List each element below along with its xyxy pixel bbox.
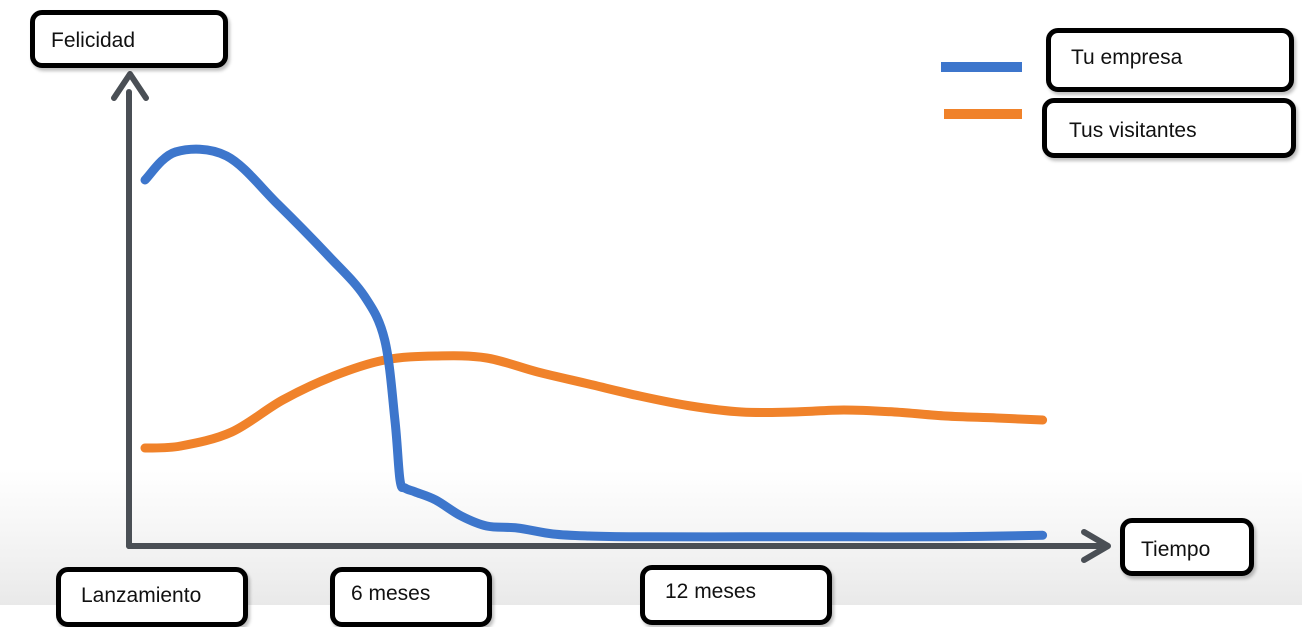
series-line-tu-empresa — [140, 144, 1048, 542]
y-axis-label: Felicidad — [30, 10, 228, 68]
legend-label-tu-empresa: Tu empresa — [1046, 28, 1294, 92]
y-axis-arrowhead — [111, 71, 149, 101]
series-line-tus-visitantes — [140, 351, 1048, 453]
legend-label-tus-visitantes: Tus visitantes — [1042, 98, 1296, 158]
x-axis-arrowhead — [1081, 529, 1111, 563]
tick-label-12-meses: 12 meses — [640, 565, 832, 625]
x-axis-label: Tiempo — [1120, 518, 1254, 576]
chart — [111, 62, 1111, 563]
tick-label-lanzamiento: Lanzamiento — [56, 567, 248, 627]
tick-label-6-meses: 6 meses — [330, 567, 492, 627]
